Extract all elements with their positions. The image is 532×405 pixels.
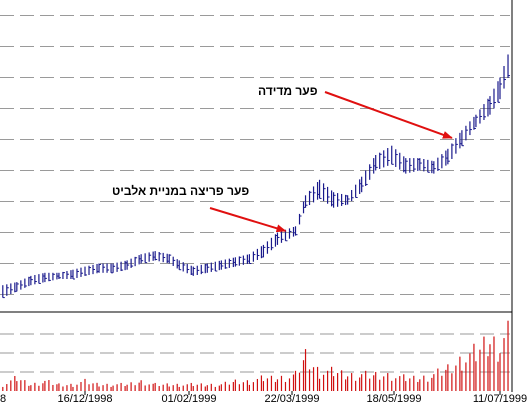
x-tick-label: 16/12/1998 [57, 393, 112, 405]
x-tick-label: 11/07/1999 [473, 393, 527, 405]
annotation-label: פער מדידה [258, 84, 318, 98]
x-tick-label: 22/03/1999 [264, 393, 319, 405]
x-axis-tick-labels: 8 16/12/1998 01/02/1999 22/03/1999 18/05/199… [0, 391, 527, 405]
volume-gridlines [0, 333, 510, 373]
volume-bars [2, 320, 509, 391]
x-tick-label-fragment: 8 [0, 393, 6, 405]
annotation-label: פער פריצה במניית אלביט [112, 184, 249, 198]
price-gridlines [0, 15, 510, 295]
annotation-arrow [324, 91, 453, 139]
x-tick-label: 18/05/1999 [366, 393, 421, 405]
price-bars [2, 54, 511, 299]
annotations: פער מדידה פער פריצה במניית אלביט [112, 84, 453, 233]
annotation-arrow [209, 207, 287, 233]
x-tick-label: 01/02/1999 [161, 393, 216, 405]
